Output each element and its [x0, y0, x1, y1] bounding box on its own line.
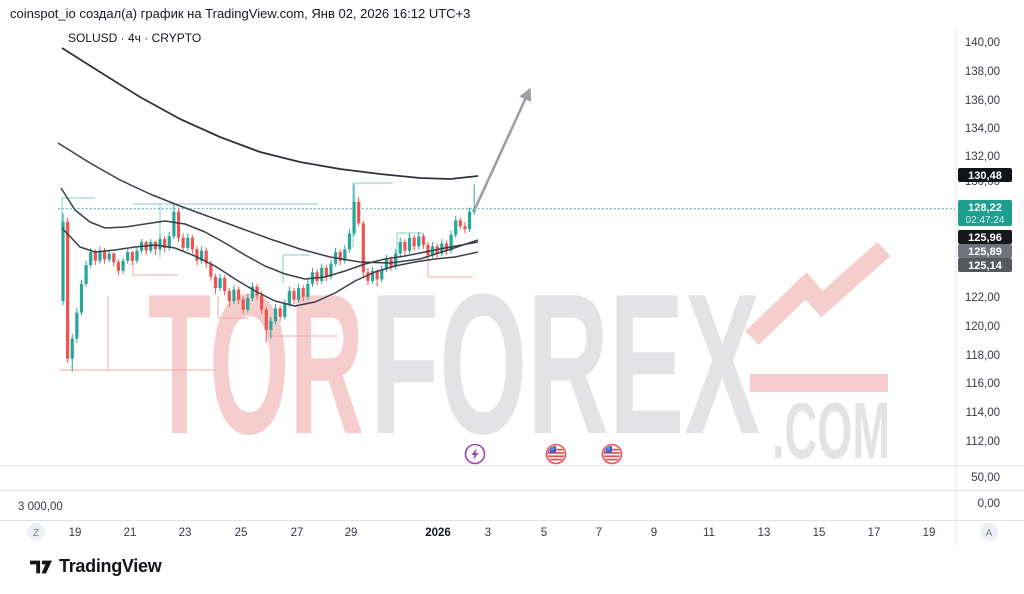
svg-text:.COM: .COM	[772, 386, 890, 475]
chart-attribution: coinspot_io создал(а) график на TradingV…	[10, 6, 471, 21]
time-axis-label: 9	[651, 527, 657, 539]
ma-mid-line	[57, 142, 479, 264]
tradingview-logo[interactable]: TradingView	[30, 556, 162, 577]
indicator-scale-label: 50,00	[971, 472, 1000, 484]
time-axis-label: 27	[291, 527, 304, 539]
svg-text:TOR: TOR	[148, 253, 364, 476]
lightning-icon[interactable]	[464, 443, 486, 465]
price-axis-label: 122,00	[965, 292, 1000, 304]
ma-slow-line	[61, 47, 479, 180]
time-axis-label: 21	[124, 527, 137, 539]
time-axis-timezone-button[interactable]: Z	[27, 523, 45, 541]
time-axis-label: 19	[69, 527, 82, 539]
us-flag-icon[interactable]	[601, 443, 623, 465]
price-badge-value: 125,14	[968, 260, 1003, 272]
svg-text:FOREX: FOREX	[370, 253, 760, 476]
time-axis-label: 19	[923, 527, 936, 539]
watermark-zigzag-arrow-icon	[745, 241, 891, 345]
time-axis-label: 15	[813, 527, 826, 539]
svg-text:A: A	[986, 528, 993, 539]
time-axis-label: 3	[485, 527, 491, 539]
time-axis-label: 5	[541, 527, 547, 539]
time-axis[interactable]: 19 21 23 25 27 29 2026 3 5 7 9 11 13 15 17 19 Z A	[27, 523, 998, 541]
symbol-legend[interactable]: SOLUSD · 4ч · CRYPTO	[68, 31, 202, 45]
candlestick-series	[61, 184, 476, 372]
price-axis-label: 140,00	[965, 37, 1000, 49]
indicator-scale-label: 0,00	[978, 498, 1000, 510]
time-axis-label: 23	[179, 527, 192, 539]
price-axis-label: 114,00	[966, 407, 1000, 419]
bar-countdown: 02:47:24	[966, 215, 1005, 226]
ma-fast-line	[60, 187, 479, 280]
time-axis-label: 17	[868, 527, 881, 539]
price-axis-label: 132,00	[965, 151, 1000, 163]
torforex-watermark: TOR FOREX .COM	[148, 241, 891, 476]
svg-text:Z: Z	[33, 528, 39, 539]
price-badge-value: 130,48	[968, 170, 1002, 182]
pane-separators	[0, 28, 1024, 545]
projection-arrow[interactable]	[472, 87, 532, 212]
tradingview-logo-text: TradingView	[59, 556, 162, 576]
volume-scale-label: 3 000,00	[18, 501, 63, 513]
time-axis-label: 25	[235, 527, 248, 539]
price-axis-label: 138,00	[965, 66, 1000, 78]
time-axis-adjust-button[interactable]: A	[980, 523, 998, 541]
time-axis-label: 7	[596, 527, 602, 539]
time-axis-label: 13	[758, 527, 771, 539]
price-axis-label: 116,00	[966, 378, 1000, 390]
tradingview-logo-icon	[30, 560, 52, 573]
price-axis-label: 118,00	[966, 350, 1000, 362]
time-axis-label: 29	[345, 527, 358, 539]
price-axis-label: 136,00	[965, 95, 1000, 107]
price-axis-label: 112,00	[966, 436, 1000, 448]
time-axis-label: 2026	[425, 527, 451, 539]
ma-fastest-line	[61, 227, 479, 307]
price-badge-value: 125,96	[968, 232, 1002, 244]
price-badge-value: 125,89	[968, 246, 1002, 258]
price-badge-value: 128,22	[968, 202, 1002, 214]
price-axis-label: 134,00	[965, 123, 1000, 135]
price-axis-label: 120,00	[965, 321, 1000, 333]
time-axis-label: 11	[703, 527, 715, 539]
us-flag-icon[interactable]	[545, 443, 567, 465]
